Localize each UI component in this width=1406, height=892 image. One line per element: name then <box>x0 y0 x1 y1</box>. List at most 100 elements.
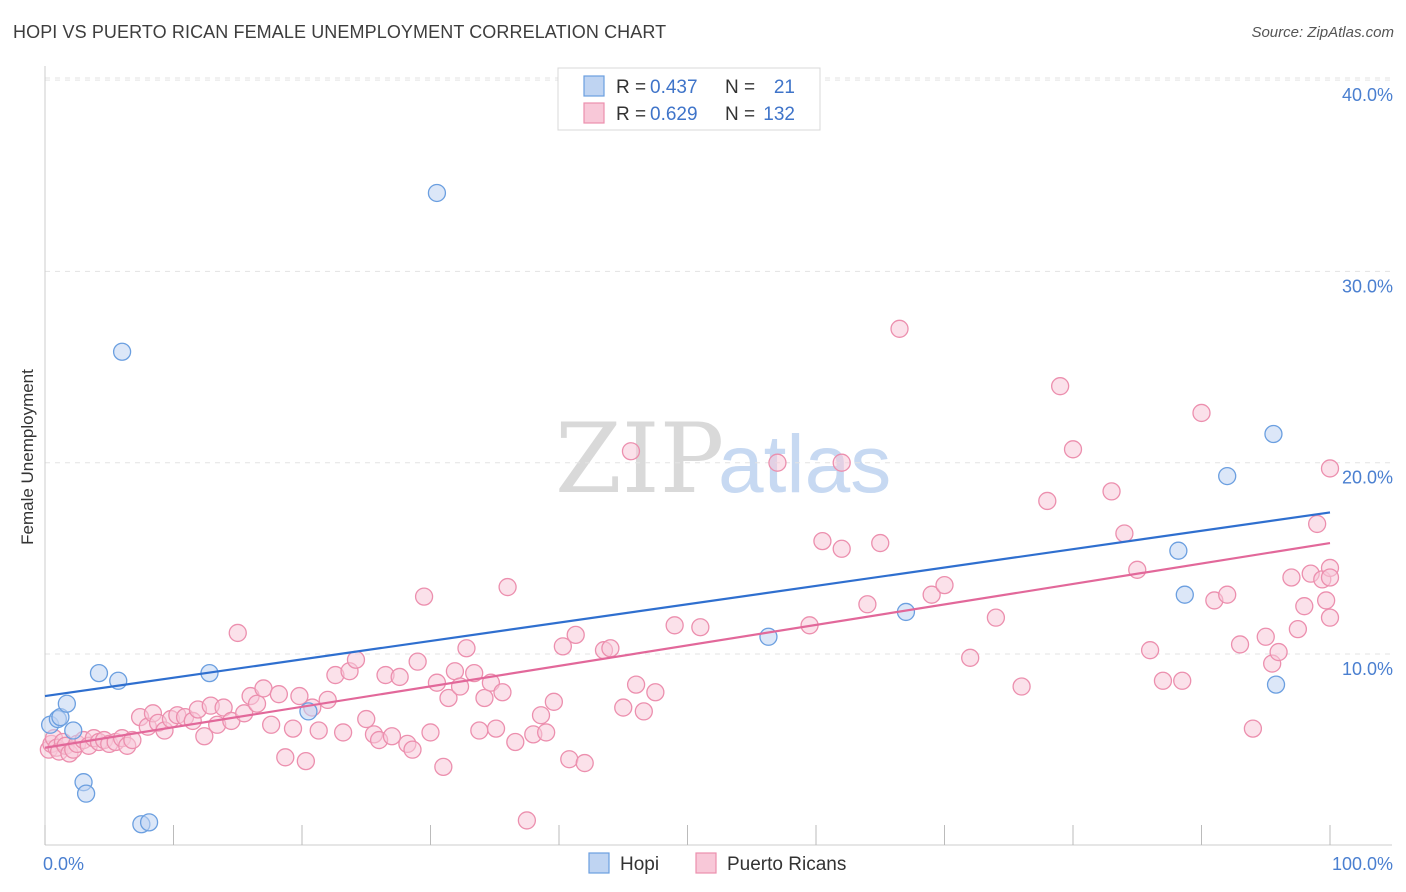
puerto-rican-point <box>935 575 954 595</box>
puerto-rican-point <box>621 442 641 461</box>
puerto-rican-point <box>560 750 579 769</box>
puerto-rican-point <box>296 751 316 771</box>
puerto-rican-point <box>566 625 585 645</box>
puerto-rican-point <box>486 719 506 738</box>
puerto-rican-point <box>531 706 551 725</box>
puerto-rican-point <box>434 757 453 777</box>
puerto-rican-point <box>575 753 594 773</box>
puerto-rican-point <box>1115 524 1134 543</box>
puerto-rican-point <box>553 637 573 656</box>
puerto-rican-point <box>1153 671 1173 690</box>
trend-lines <box>44 511 1331 749</box>
watermark-atlas: atlas <box>718 419 891 510</box>
puerto-rican-point <box>506 732 525 752</box>
puerto-rican-point <box>1256 627 1275 646</box>
hopi-point <box>57 694 76 713</box>
puerto-rican-point <box>382 727 402 746</box>
y-axis-label: Female Unemployment <box>18 369 37 545</box>
legend-swatch-pr <box>583 102 605 124</box>
puerto-rican-point <box>1038 491 1057 511</box>
puerto-rican-point <box>922 585 941 604</box>
puerto-rican-point <box>961 648 980 667</box>
watermark-zip: ZIP <box>555 403 724 515</box>
hopi-point <box>1218 466 1237 486</box>
puerto-rican-point <box>123 730 142 750</box>
series-legend: Hopi Puerto Ricans <box>588 852 846 875</box>
hopi-point <box>1266 675 1286 694</box>
puerto-rican-point <box>269 685 289 704</box>
chart-title: HOPI VS PUERTO RICAN FEMALE UNEMPLOYMENT… <box>13 22 667 42</box>
puerto-rican-point <box>1320 459 1340 478</box>
puerto-rican-point <box>470 721 489 740</box>
puerto-rican-point <box>691 618 710 637</box>
puerto-rican-point <box>634 702 653 721</box>
puerto-rican-point <box>1063 440 1083 459</box>
puerto-rican-point <box>1192 403 1211 423</box>
y-tick-labels: 10.0% 20.0% 30.0% 40.0% <box>1342 85 1393 679</box>
y-tick-label: 10.0% <box>1342 659 1393 679</box>
puerto-rican-point <box>414 587 434 606</box>
puerto-rican-point <box>390 667 409 687</box>
puerto-rican-point <box>986 608 1006 627</box>
puerto-rican-point <box>439 688 458 708</box>
puerto-rican-point <box>1051 377 1070 396</box>
hopi-point <box>112 342 132 361</box>
puerto-rican-point <box>357 709 376 729</box>
puerto-rican-point <box>626 675 646 694</box>
puerto-rican-point <box>1218 585 1237 604</box>
source-label: Source: ZipAtlas.com <box>1251 24 1394 41</box>
puerto-rican-point <box>813 531 832 551</box>
puerto-rican-point <box>1230 635 1250 654</box>
bottom-legend-swatch-hopi <box>588 852 610 874</box>
legend-n-label-1: N = <box>725 77 755 98</box>
legend-n-label-2: N = <box>725 104 755 125</box>
puerto-rican-point <box>262 715 281 734</box>
hopi-point <box>89 663 109 683</box>
y-tick-label: 40.0% <box>1342 85 1393 105</box>
bottom-legend-pr: Puerto Ricans <box>727 854 846 875</box>
x-tick-label: 100.0% <box>1332 854 1393 874</box>
puerto-rican-point <box>346 650 366 669</box>
legend-n-value-1: 21 <box>774 77 795 98</box>
puerto-rican-point <box>1316 591 1336 610</box>
hopi-point <box>64 721 83 740</box>
legend-r-value-1: 0.437 <box>650 77 698 98</box>
puerto-rican-point <box>871 533 890 553</box>
puerto-rican-point <box>544 692 564 711</box>
puerto-rican-point <box>498 577 517 597</box>
y-tick-label: 20.0% <box>1342 468 1393 488</box>
puerto-rican-point <box>247 694 267 713</box>
puerto-rican-point <box>309 721 328 740</box>
puerto-rican-point <box>890 319 909 338</box>
puerto-rican-point <box>333 723 353 742</box>
puerto-rican-point <box>457 639 476 658</box>
puerto-rican-point <box>1140 641 1160 660</box>
puerto-rican-point <box>290 686 309 706</box>
x-tick-labels: 0.0% 100.0% <box>43 854 1393 874</box>
puerto-rican-point <box>283 719 303 738</box>
puerto-rican-point <box>858 595 877 614</box>
puerto-rican-point <box>254 679 273 698</box>
puerto-rican-point <box>1282 568 1301 587</box>
puerto-rican-point <box>421 723 440 742</box>
y-tick-label: 30.0% <box>1342 276 1393 296</box>
puerto-rican-point <box>537 723 556 742</box>
hopi-point <box>1175 585 1194 604</box>
puerto-rican-point <box>832 453 851 472</box>
puerto-rican-point <box>1102 482 1121 501</box>
hopi-trend-line <box>44 511 1331 698</box>
puerto-rican-point <box>614 698 633 717</box>
legend-r-value-2: 0.629 <box>650 104 698 125</box>
puerto-rican-point <box>445 662 465 681</box>
puerto-rican-point <box>475 688 494 708</box>
puerto-rican-point <box>1308 514 1327 534</box>
puerto-rican-point <box>1320 568 1340 587</box>
hopi-point <box>139 813 159 832</box>
bottom-legend-hopi: Hopi <box>620 854 659 875</box>
hopi-point <box>76 784 96 803</box>
puerto-rican-point <box>318 690 337 710</box>
legend-n-value-2: 132 <box>763 104 795 125</box>
puerto-rican-point <box>195 727 214 746</box>
puerto-rican-point <box>1173 671 1192 690</box>
